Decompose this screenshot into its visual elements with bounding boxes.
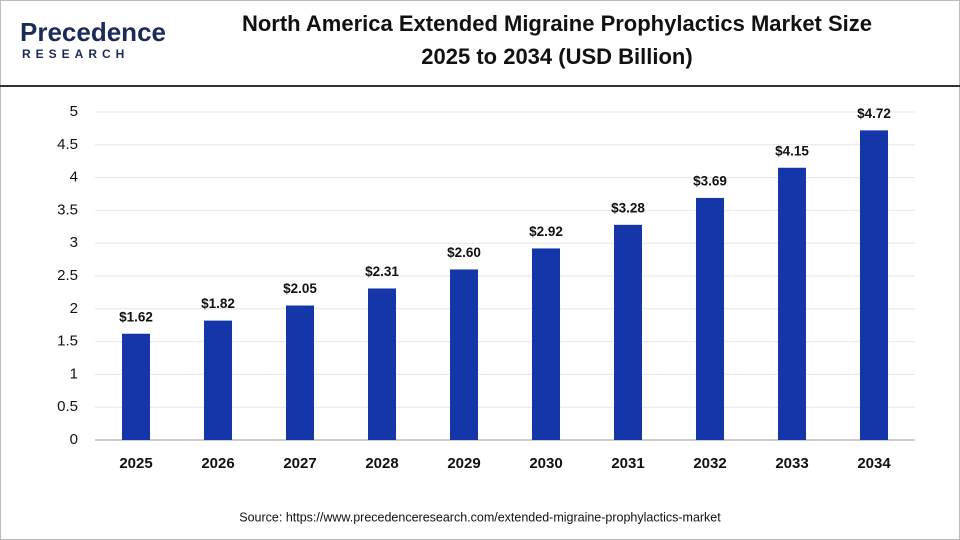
x-tick-label: 2028 bbox=[365, 455, 398, 472]
y-tick-label: 4 bbox=[70, 169, 78, 186]
chart-title: 2025 to 2034 (USD Billion) bbox=[421, 44, 692, 69]
y-tick-label: 1 bbox=[70, 365, 78, 382]
value-label: $2.92 bbox=[529, 224, 563, 239]
value-label: $2.60 bbox=[447, 245, 481, 260]
value-label: $1.82 bbox=[201, 296, 235, 311]
value-label: $2.05 bbox=[283, 281, 317, 296]
y-tick-label: 4.5 bbox=[57, 136, 78, 153]
x-tick-label: 2025 bbox=[119, 455, 152, 472]
y-tick-label: 2.5 bbox=[57, 267, 78, 284]
y-tick-label: 0.5 bbox=[57, 398, 78, 415]
value-label: $3.69 bbox=[693, 173, 727, 188]
bar bbox=[696, 197, 724, 440]
x-tick-label: 2027 bbox=[283, 455, 316, 472]
value-label: $2.31 bbox=[365, 264, 399, 279]
bar bbox=[286, 305, 314, 440]
value-label: $4.72 bbox=[857, 106, 891, 121]
logo-tagline: RESEARCH bbox=[22, 47, 129, 61]
bar bbox=[860, 130, 888, 441]
y-tick-label: 1.5 bbox=[57, 333, 78, 350]
logo-name: Precedence bbox=[20, 17, 166, 47]
x-tick-label: 2030 bbox=[529, 455, 562, 472]
x-tick-label: 2033 bbox=[775, 455, 808, 472]
value-label: $1.62 bbox=[119, 309, 153, 324]
bar bbox=[122, 333, 150, 440]
value-label: $3.28 bbox=[611, 200, 645, 215]
value-label: $4.15 bbox=[775, 143, 809, 158]
chart-title: North America Extended Migraine Prophyla… bbox=[242, 11, 872, 36]
bar bbox=[532, 248, 560, 440]
bar bbox=[778, 167, 806, 440]
x-tick-label: 2026 bbox=[201, 455, 234, 472]
source: Source: https://www.precedenceresearch.c… bbox=[239, 510, 721, 524]
y-tick-label: 3.5 bbox=[57, 201, 78, 218]
bar bbox=[368, 288, 396, 440]
y-tick-label: 5 bbox=[70, 103, 78, 120]
bar bbox=[614, 224, 642, 440]
y-tick-label: 2 bbox=[70, 300, 78, 317]
x-tick-label: 2032 bbox=[693, 455, 726, 472]
x-tick-label: 2029 bbox=[447, 455, 480, 472]
x-tick-label: 2034 bbox=[857, 455, 891, 472]
y-tick-label: 3 bbox=[70, 234, 78, 251]
x-tick-label: 2031 bbox=[611, 455, 644, 472]
bar bbox=[204, 320, 232, 440]
bar bbox=[450, 269, 478, 440]
y-tick-label: 0 bbox=[70, 431, 78, 448]
